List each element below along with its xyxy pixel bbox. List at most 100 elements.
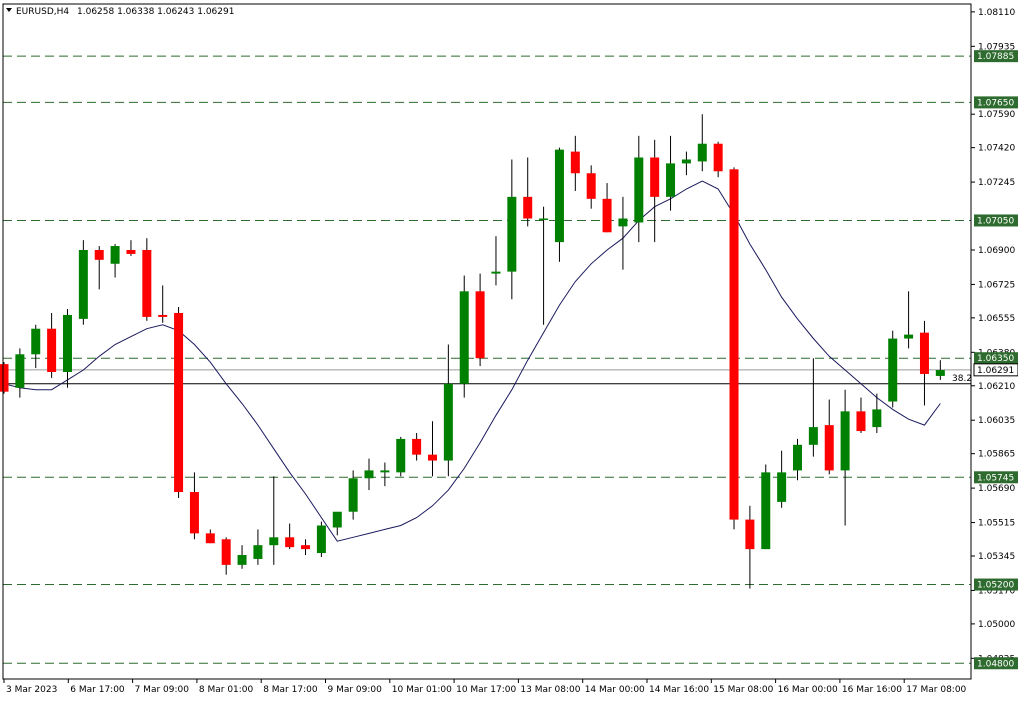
candle[interactable] <box>158 285 168 323</box>
candle[interactable] <box>47 312 57 378</box>
candle[interactable] <box>475 273 485 367</box>
candles-layer[interactable] <box>0 114 945 589</box>
price-tick-label: 1.07420 <box>978 144 1015 154</box>
price-tick-label: 1.07935 <box>978 42 1015 52</box>
time-tick-label: 15 Mar 08:00 <box>713 685 773 695</box>
candle-body <box>412 438 422 455</box>
triangle-down-icon[interactable] <box>6 8 12 12</box>
candle[interactable] <box>888 330 898 408</box>
candle[interactable] <box>316 521 326 557</box>
candle-body <box>62 314 72 373</box>
candle-body <box>475 291 485 359</box>
candle[interactable] <box>348 470 358 520</box>
level-price-tag: 1.05745 <box>974 471 1018 484</box>
level-tag-label: 1.07050 <box>977 216 1014 226</box>
candle[interactable] <box>285 523 295 550</box>
candle[interactable] <box>523 157 533 227</box>
candle[interactable] <box>110 244 120 278</box>
candle[interactable] <box>142 238 152 321</box>
candle[interactable] <box>78 240 88 325</box>
candle[interactable] <box>618 196 628 270</box>
candle[interactable] <box>174 307 184 498</box>
candle[interactable] <box>443 344 453 477</box>
candle-body <box>0 364 9 392</box>
candle[interactable] <box>570 135 580 191</box>
time-tick-label: 13 Mar 08:00 <box>520 685 580 695</box>
candle[interactable] <box>62 309 72 388</box>
price-tick-label: 1.06725 <box>978 280 1015 290</box>
candle-body <box>919 332 929 374</box>
candle[interactable] <box>94 246 104 290</box>
candle[interactable] <box>919 320 929 406</box>
candle-body <box>840 411 850 471</box>
level-tag-label: 1.06350 <box>977 354 1014 364</box>
candle[interactable] <box>634 135 644 243</box>
candle[interactable] <box>824 399 834 475</box>
candle-body <box>301 545 311 550</box>
candle[interactable] <box>412 433 422 461</box>
candle[interactable] <box>221 537 231 575</box>
candle-body <box>856 411 866 432</box>
level-tag-label: 1.04800 <box>977 659 1014 669</box>
candle-body <box>364 470 374 479</box>
level-price-tag: 1.07885 <box>974 50 1018 63</box>
candle[interactable] <box>602 183 612 233</box>
candle[interactable] <box>332 511 342 536</box>
candle[interactable] <box>539 206 549 325</box>
candle[interactable] <box>856 397 866 434</box>
candle[interactable] <box>237 545 247 569</box>
candle[interactable] <box>904 291 914 349</box>
price-tick-label: 1.06035 <box>978 416 1015 426</box>
candle-body <box>380 470 390 473</box>
candle-body <box>269 537 279 546</box>
time-tick-label: 16 Mar 16:00 <box>842 685 902 695</box>
candle[interactable] <box>459 275 469 398</box>
candle[interactable] <box>301 539 311 556</box>
candle[interactable] <box>507 159 517 300</box>
candle[interactable] <box>745 505 755 589</box>
candle[interactable] <box>189 472 199 540</box>
candle[interactable] <box>666 135 676 211</box>
candle[interactable] <box>253 529 263 565</box>
candle[interactable] <box>840 389 850 526</box>
candle-body <box>618 218 628 227</box>
candle-body <box>110 246 120 264</box>
candle[interactable] <box>31 324 41 369</box>
candle[interactable] <box>808 358 818 457</box>
candle[interactable] <box>15 348 25 398</box>
candle[interactable] <box>554 147 564 262</box>
candle[interactable] <box>126 240 136 256</box>
price-tick-label: 1.05515 <box>978 519 1015 529</box>
candle-body <box>634 157 644 223</box>
candle[interactable] <box>396 436 406 477</box>
candle-body <box>285 537 295 548</box>
candle-body <box>253 545 263 559</box>
candle[interactable] <box>586 165 596 209</box>
candle[interactable] <box>713 141 723 178</box>
candle[interactable] <box>491 236 501 286</box>
candle-body <box>554 149 564 243</box>
time-axis[interactable]: 3 Mar 2023 6 Mar 17:00 7 Mar 09:00 8 Mar 01… <box>3 679 967 695</box>
candle[interactable] <box>681 151 691 176</box>
candle-body <box>189 492 199 534</box>
candle[interactable] <box>427 421 437 477</box>
candle[interactable] <box>205 529 215 544</box>
candle[interactable] <box>697 114 707 172</box>
level-tag-bg <box>974 657 1018 670</box>
candle[interactable] <box>935 360 945 380</box>
candle[interactable] <box>729 167 739 530</box>
candle[interactable] <box>650 139 660 243</box>
candle[interactable] <box>0 362 9 394</box>
candle[interactable] <box>380 462 390 487</box>
time-tick-label: 3 Mar 2023 <box>6 685 57 695</box>
candle[interactable] <box>793 438 802 481</box>
candle-body <box>332 511 342 528</box>
candle[interactable] <box>777 450 787 508</box>
candle[interactable] <box>761 464 771 550</box>
candle[interactable] <box>364 458 374 491</box>
candle[interactable] <box>872 393 882 434</box>
level-tag-label: 1.07885 <box>977 52 1014 62</box>
candle[interactable] <box>269 476 279 565</box>
